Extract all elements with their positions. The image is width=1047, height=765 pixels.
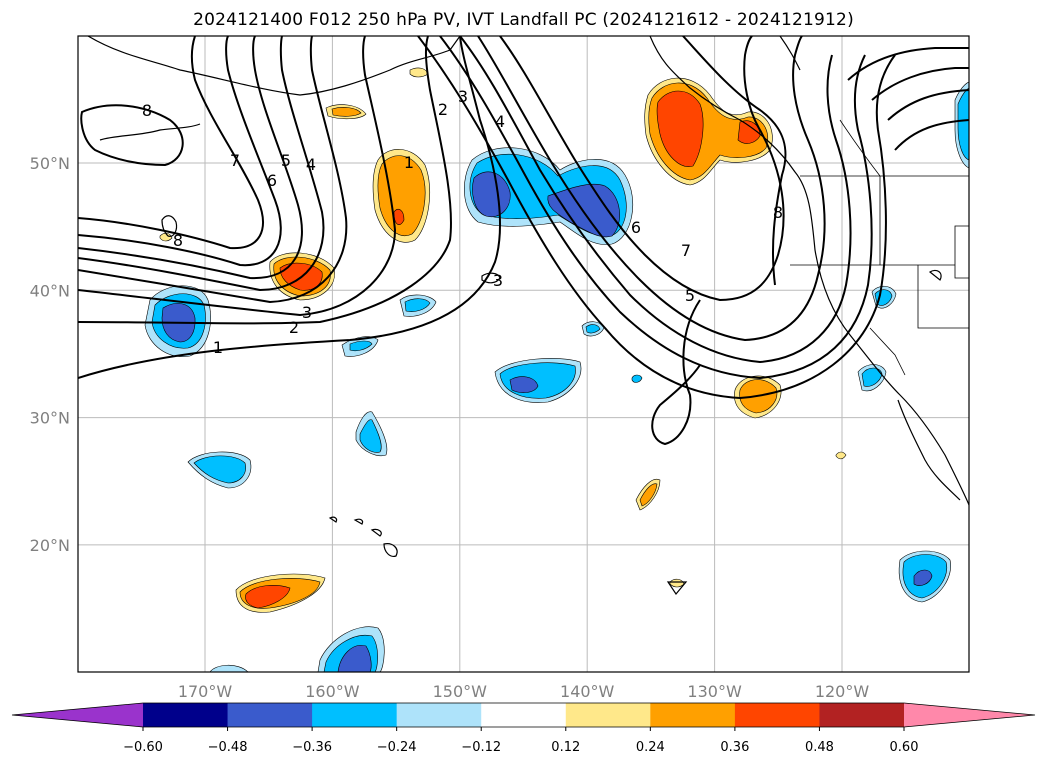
lon-tick-label: 130°W: [687, 682, 742, 701]
contour-label: 8: [773, 203, 783, 222]
colorbar-tick-label: −0.48: [208, 740, 248, 755]
colorbar-tick-label: −0.12: [461, 740, 501, 755]
lat-tick-label: 50°N: [30, 154, 70, 173]
colorbar-cell: [143, 703, 229, 727]
lat-tick-label: 20°N: [30, 536, 70, 555]
colorbar-cell: [734, 703, 820, 727]
lon-tick-label: 140°W: [560, 682, 615, 701]
contour-label: 1: [213, 338, 223, 357]
colorbar-tick-label: 0.12: [551, 740, 580, 755]
map-area: [78, 36, 969, 672]
contour-label: 3: [458, 87, 468, 106]
lon-tick-label: 160°W: [305, 682, 360, 701]
colorbar-tick-label: −0.24: [377, 740, 417, 755]
colorbar-cell: [650, 703, 736, 727]
colorbar-tick-label: 0.36: [720, 740, 749, 755]
lat-tick-label: 30°N: [30, 409, 70, 428]
lon-tick-label: 170°W: [178, 682, 233, 701]
lon-tick-label: 120°W: [815, 682, 870, 701]
colorbar-cell: [396, 703, 482, 727]
colorbar-cell: [481, 703, 567, 727]
contour-label: 4: [495, 112, 505, 131]
colorbar-cell: [312, 703, 398, 727]
colorbar-tick-label: 0.48: [805, 740, 834, 755]
colorbar-cell: [819, 703, 905, 727]
pv-contours: [78, 36, 969, 446]
longitude-labels: 170°W 160°W 150°W 140°W 130°W 120°W: [178, 682, 870, 701]
latitude-labels: 50°N 40°N 30°N 20°N: [30, 154, 70, 555]
contour-label: 2: [438, 100, 448, 119]
colorbar-extend-high: [904, 703, 1035, 727]
contour-label: 5: [685, 286, 695, 305]
contour-label: 7: [230, 151, 240, 170]
map-frame: [77, 35, 970, 673]
contour-label: 6: [267, 171, 277, 190]
colorbar-cell: [227, 703, 313, 727]
contour-label: 3: [493, 271, 503, 290]
positive-region-coast-51n: [644, 77, 773, 186]
colorbar-tick-label: 0.60: [890, 740, 919, 755]
contour-label: 6: [631, 218, 641, 237]
contour-label: 3: [302, 303, 312, 322]
lat-tick-label: 40°N: [30, 281, 70, 300]
contour-label: 2: [289, 318, 299, 337]
colorbar: −0.60 −0.48 −0.36 −0.24 −0.12 0.12 0.24 0.36 0.4…: [11, 702, 1036, 755]
colorbar-tick-label: −0.36: [292, 740, 332, 755]
contour-label: 8: [173, 231, 183, 250]
contour-label: 7: [681, 241, 691, 260]
coastlines: [87, 36, 969, 596]
contour-label: 4: [306, 155, 316, 174]
negative-region-east-35n: [494, 358, 582, 403]
contour-labels: 8 7 6 5 4 3 2 1 1 2 3 4 6 7 5 8 3 8: [142, 87, 783, 357]
lon-tick-label: 150°W: [433, 682, 488, 701]
colorbar-tick-label: 0.24: [636, 740, 665, 755]
colorbar-extend-low: [12, 703, 143, 727]
map-title: 2024121400 F012 250 hPa PV, IVT Landfall…: [193, 10, 854, 30]
contour-label: 1: [404, 153, 414, 172]
colorbar-cell: [565, 703, 651, 727]
colorbar-tick-label: −0.60: [123, 740, 163, 755]
contour-label: 8: [142, 101, 152, 120]
contour-label: 5: [281, 151, 291, 170]
